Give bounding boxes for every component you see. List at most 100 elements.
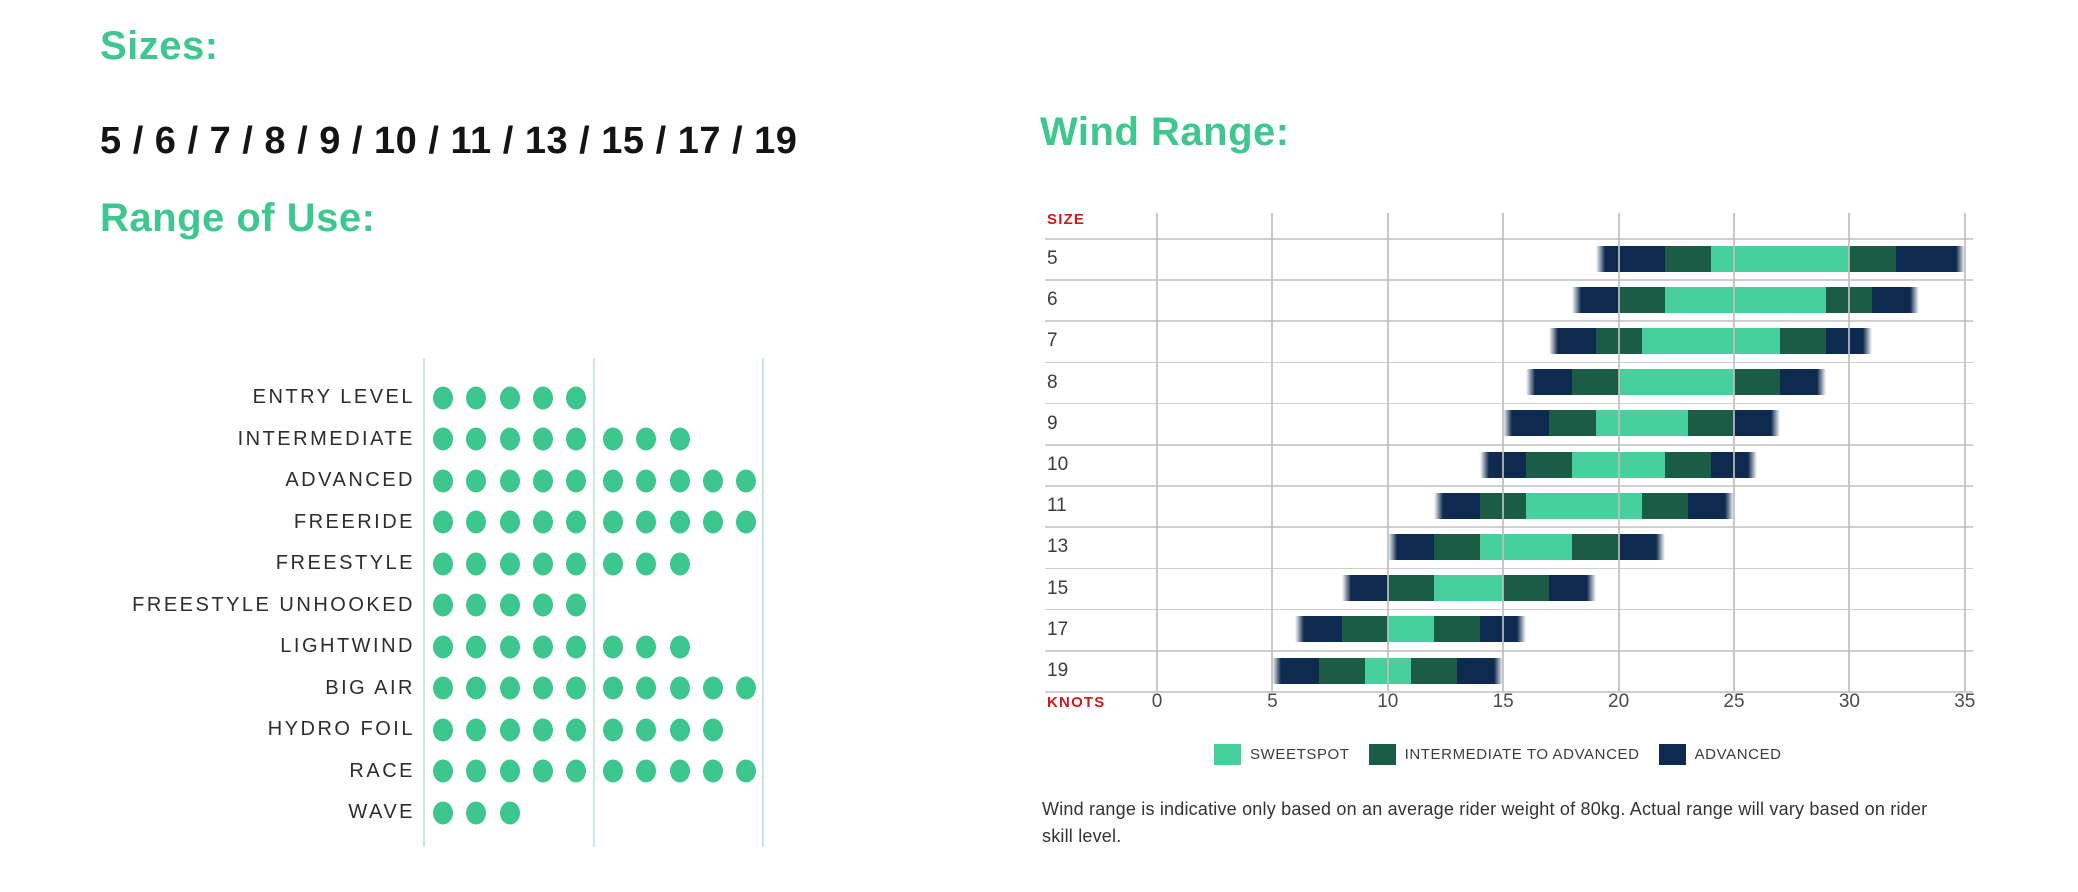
range-dot [466, 759, 487, 783]
wind-bar-segment [1549, 410, 1596, 437]
wind-size-label: 11 [1047, 495, 1067, 517]
knots-gridline [1848, 213, 1851, 692]
range-of-use-row: ADVANCED [100, 460, 780, 502]
range-dot [703, 718, 724, 742]
range-dot [566, 759, 587, 783]
wind-bar-segment [1687, 492, 1734, 519]
wind-bar-segment [1433, 575, 1504, 602]
range-dot [736, 469, 757, 493]
range-of-use-category-label: LIGHTWIND [280, 635, 415, 657]
wind-row-separator [1045, 320, 1973, 322]
wind-bar-segment [1733, 410, 1781, 437]
range-dot [669, 676, 690, 700]
wind-bar-segment [1710, 245, 1850, 272]
range-of-use-gridline [593, 358, 595, 847]
wind-size-label: 6 [1047, 289, 1058, 311]
range-of-use-gridline [423, 358, 425, 847]
range-dot [533, 469, 554, 493]
wind-row-separator [1045, 608, 1973, 611]
wind-bar-segment [1618, 286, 1665, 313]
wind-bar-segment [1618, 534, 1665, 560]
range-dot [636, 676, 657, 700]
range-of-use-row: WAVE [100, 792, 780, 834]
knots-gridline [1156, 213, 1158, 692]
range-dot [636, 552, 657, 576]
knots-gridline [1733, 213, 1735, 692]
wind-bar-segment [1641, 328, 1781, 354]
wind-range-bar [1433, 492, 1734, 519]
range-dot [566, 510, 587, 534]
wind-size-label: 15 [1047, 577, 1069, 599]
range-of-use-dots [423, 668, 780, 710]
wind-bar-segment [1526, 451, 1573, 478]
range-dot [466, 469, 487, 493]
wind-row-separator [1045, 279, 1973, 281]
range-dot [736, 676, 757, 700]
range-of-use-row: BIG AIR [100, 668, 780, 710]
range-dot [433, 593, 453, 617]
range-dot [636, 759, 657, 783]
wind-bar-segment [1387, 575, 1434, 602]
range-dot [466, 718, 487, 742]
range-of-use-category-label: FREESTYLE [275, 552, 415, 574]
legend-label: SWEETSPOT [1250, 746, 1350, 763]
range-dot [603, 718, 623, 742]
wind-range-legend: SWEETSPOT INTERMEDIATE TO ADVANCED ADVANCE… [1214, 744, 1782, 765]
range-of-use-row: RACE [100, 751, 780, 793]
wind-bar-segment [1272, 657, 1319, 684]
wind-bar-segment [1503, 575, 1550, 602]
range-of-use-dots [423, 419, 780, 461]
wind-bar-segment [1387, 534, 1434, 560]
wind-size-label: 7 [1047, 330, 1058, 352]
wind-bar-segment [1387, 616, 1434, 643]
range-of-use-category-label: ENTRY LEVEL [252, 386, 415, 408]
range-of-use-rows: ENTRY LEVEL INTERMEDIATE ADVANCED FREERIDE F… [100, 377, 780, 834]
wind-row-separator [1045, 567, 1973, 570]
range-dot [566, 552, 587, 576]
wind-range-bar [1595, 245, 1965, 272]
range-of-use-gridline [762, 358, 764, 847]
knots-gridline [1617, 213, 1620, 692]
range-dot [603, 759, 623, 783]
range-dot [703, 469, 724, 493]
range-of-use-row: FREESTYLE [100, 543, 780, 585]
range-dot [636, 635, 657, 659]
wind-range-bar [1549, 328, 1873, 354]
range-dot [466, 510, 487, 534]
range-dot [703, 676, 724, 700]
range-dot [533, 427, 554, 451]
range-dot [499, 593, 520, 617]
wind-bar-segment [1318, 657, 1365, 684]
wind-bar-segment [1664, 245, 1711, 272]
range-of-use-row: FREESTYLE UNHOOKED [100, 585, 780, 627]
wind-bar-segment [1595, 410, 1688, 437]
wind-bar-segment [1526, 369, 1573, 396]
wind-bar-segment [1341, 616, 1388, 643]
range-dot [499, 676, 520, 700]
range-of-use-category-label: FREERIDE [293, 510, 415, 533]
range-dot [533, 552, 554, 576]
range-dot [669, 635, 690, 659]
range-of-use-category-label: BIG AIR [325, 676, 415, 699]
range-dot [499, 759, 520, 783]
wind-bar-segment [1895, 245, 1965, 272]
legend-item: SWEETSPOT [1214, 744, 1350, 765]
wind-bar-segment [1572, 534, 1619, 560]
wind-bar-segment [1295, 616, 1342, 643]
knots-tick-label: 0 [1151, 691, 1163, 712]
range-of-use-category-label: RACE [349, 759, 415, 782]
range-dot [466, 427, 487, 451]
range-dot [669, 510, 690, 534]
wind-size-label: 10 [1047, 454, 1069, 475]
legend-swatch [1214, 744, 1241, 765]
range-of-use-category-label: HYDRO FOIL [267, 718, 415, 740]
wind-bar-segment [1641, 492, 1688, 519]
range-dot [736, 759, 757, 783]
knots-gridline [1271, 213, 1274, 692]
range-dot [603, 510, 623, 534]
range-dot [566, 718, 587, 742]
wind-bar-segment [1433, 616, 1481, 643]
range-dot [533, 759, 554, 783]
wind-range-heading: Wind Range: [1040, 110, 1290, 154]
range-dot [736, 510, 757, 534]
